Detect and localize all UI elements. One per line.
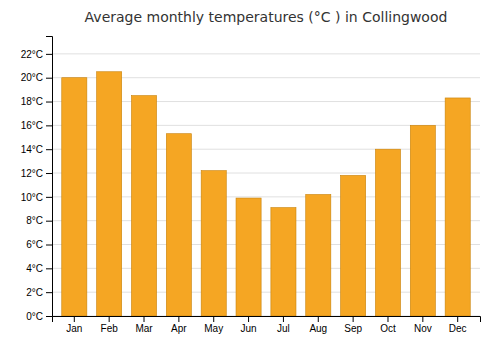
bar — [201, 171, 226, 316]
y-tick: 20°C — [21, 72, 52, 83]
x-tick-label: Nov — [414, 323, 432, 334]
grid-line — [52, 53, 480, 54]
y-tick-label: 18°C — [21, 96, 43, 107]
y-tick: 6°C — [26, 239, 52, 250]
y-tick-mark — [46, 54, 52, 55]
y-tick-mark — [46, 268, 52, 269]
y-tick: 10°C — [21, 192, 52, 203]
y-tick: 14°C — [21, 144, 52, 155]
y-tick: 18°C — [21, 96, 52, 107]
grid — [52, 54, 480, 316]
x-tick-label: Oct — [380, 323, 396, 334]
plot: Jan Feb Mar Apr May Jun Jul Aug Sep Oct Nov Dec 0°C 2… — [21, 37, 481, 335]
x-tick-mark — [213, 316, 214, 322]
y-tick-label: 22°C — [21, 49, 43, 60]
x-tick-mark — [457, 316, 458, 322]
y-tick-mark — [46, 102, 52, 103]
x-tick: Dec — [449, 316, 467, 334]
x-axis-line — [53, 317, 481, 323]
x-tick: Apr — [171, 316, 187, 334]
x-tick: Feb — [101, 316, 119, 334]
x-tick-label: Mar — [135, 323, 153, 334]
bar — [306, 194, 331, 316]
y-tick-mark — [46, 197, 52, 198]
y-tick-mark — [46, 292, 52, 293]
y-tick: 22°C — [21, 49, 52, 60]
bar — [166, 134, 191, 316]
x-tick: May — [204, 316, 223, 334]
x-tick-label: Jun — [241, 323, 257, 334]
y-axis-line — [46, 37, 53, 317]
x-tick-label: Feb — [101, 323, 119, 334]
y-tick-mark — [46, 245, 52, 246]
x-tick: Oct — [380, 316, 396, 334]
y-axis: 0°C 2°C 4°C 6°C 8°C 10°C 12°C 14°C 16°C 18°C 20°C 2… — [21, 37, 53, 322]
x-tick-label: Sep — [344, 323, 362, 334]
bar — [62, 78, 87, 316]
y-tick-label: 8°C — [26, 215, 43, 226]
y-tick-mark — [46, 125, 52, 126]
x-tick-label: May — [204, 323, 223, 334]
x-tick-mark — [318, 316, 319, 322]
x-tick-mark — [248, 316, 249, 322]
title: Average monthly temperatures (°C ) in Co… — [85, 9, 448, 25]
y-tick-mark — [46, 149, 52, 150]
y-tick-mark — [46, 173, 52, 174]
x-tick-mark — [387, 316, 388, 322]
y-tick-mark — [46, 78, 52, 79]
y-tick-label: 10°C — [21, 192, 43, 203]
y-tick-label: 12°C — [21, 168, 43, 179]
x-tick: Jul — [277, 316, 290, 334]
x-tick-label: Jul — [277, 323, 290, 334]
y-tick: 2°C — [26, 287, 52, 298]
y-tick: 12°C — [21, 168, 52, 179]
bar — [341, 175, 366, 316]
x-tick: Nov — [414, 316, 432, 334]
y-tick: 8°C — [26, 215, 52, 226]
y-tick-label: 6°C — [26, 239, 43, 250]
bar — [410, 125, 435, 316]
y-tick-mark — [46, 316, 52, 317]
x-tick-mark — [283, 316, 284, 322]
bar — [445, 98, 470, 316]
y-tick: 16°C — [21, 120, 52, 131]
bar — [375, 149, 400, 316]
x-axis: Jan Feb Mar Apr May Jun Jul Aug Sep Oct Nov Dec — [53, 316, 481, 334]
bar — [97, 72, 122, 316]
x-tick: Jan — [66, 316, 82, 334]
bars — [62, 72, 470, 316]
x-tick: Mar — [135, 316, 153, 334]
bar — [131, 96, 156, 316]
y-tick-label: 4°C — [26, 263, 43, 274]
y-tick: 0°C — [26, 311, 52, 322]
x-tick-mark — [74, 316, 75, 322]
x-tick: Aug — [309, 316, 327, 334]
y-tick-label: 14°C — [21, 144, 43, 155]
x-tick: Jun — [241, 316, 257, 334]
x-tick-mark — [109, 316, 110, 322]
y-tick-label: 16°C — [21, 120, 43, 131]
y-tick-label: 0°C — [26, 311, 43, 322]
y-tick-mark — [46, 221, 52, 222]
x-tick-label: Jan — [66, 323, 82, 334]
x-tick-label: Dec — [449, 323, 467, 334]
x-tick-label: Apr — [171, 323, 187, 334]
y-tick-label: 20°C — [21, 72, 43, 83]
bar — [236, 198, 261, 316]
bar — [271, 208, 296, 316]
x-tick-mark — [178, 316, 179, 322]
x-tick-mark — [144, 316, 145, 322]
x-tick-mark — [353, 316, 354, 322]
chart: Jan Feb Mar Apr May Jun Jul Aug Sep Oct Nov Dec 0°C 2… — [0, 0, 500, 350]
y-tick: 4°C — [26, 263, 52, 274]
y-tick-label: 2°C — [26, 287, 43, 298]
x-tick: Sep — [344, 316, 362, 334]
x-tick-label: Aug — [309, 323, 327, 334]
x-tick-mark — [422, 316, 423, 322]
